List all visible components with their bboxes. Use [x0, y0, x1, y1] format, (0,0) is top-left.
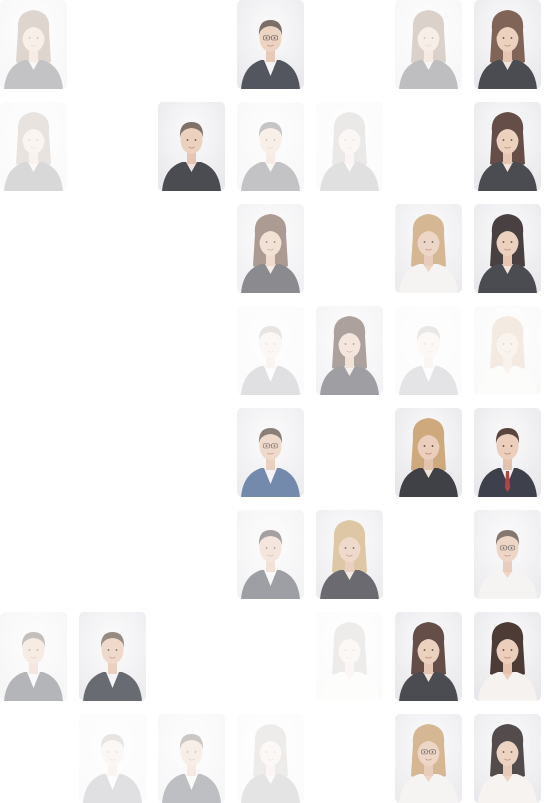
portrait-tile[interactable]: [474, 408, 541, 497]
portrait-tile[interactable]: [316, 612, 383, 701]
portrait-photo: [0, 102, 67, 191]
portrait-photo: [0, 612, 67, 701]
portrait-tile[interactable]: [474, 102, 541, 191]
portrait-tile[interactable]: [395, 714, 462, 803]
portrait-tile[interactable]: [158, 714, 225, 803]
portrait-photo: [474, 510, 541, 599]
portrait-tile[interactable]: [395, 0, 462, 89]
portrait-photo: [316, 510, 383, 599]
portrait-photo: [158, 714, 225, 803]
portrait-tile[interactable]: [316, 102, 383, 191]
portrait-photo: [395, 0, 462, 89]
portrait-tile[interactable]: [237, 510, 304, 599]
portrait-tile[interactable]: [474, 612, 541, 701]
portrait-tile[interactable]: [395, 306, 462, 395]
portrait-tile[interactable]: [237, 306, 304, 395]
portrait-tile[interactable]: [237, 714, 304, 803]
portrait-photo: [474, 0, 541, 89]
portrait-tile[interactable]: [474, 0, 541, 89]
portrait-tile[interactable]: [79, 612, 146, 701]
portrait-photo: [316, 612, 383, 701]
portrait-tile[interactable]: [237, 408, 304, 497]
portrait-photo: [158, 102, 225, 191]
portrait-tile[interactable]: [395, 408, 462, 497]
portrait-photo: [316, 306, 383, 395]
portrait-tile[interactable]: [79, 714, 146, 803]
portrait-photo: [79, 612, 146, 701]
portrait-photo: [474, 612, 541, 701]
portrait-tile[interactable]: [237, 0, 304, 89]
portrait-photo: [474, 306, 541, 395]
portrait-tile[interactable]: [237, 102, 304, 191]
portrait-tile[interactable]: [474, 306, 541, 395]
portrait-photo: [395, 204, 462, 293]
portrait-tile[interactable]: [474, 510, 541, 599]
portrait-tile[interactable]: [0, 612, 67, 701]
portrait-tile[interactable]: [237, 204, 304, 293]
portrait-tile[interactable]: [0, 102, 67, 191]
portrait-tile[interactable]: [316, 510, 383, 599]
portrait-photo: [395, 612, 462, 701]
portrait-photo: [474, 408, 541, 497]
portrait-tile[interactable]: [158, 102, 225, 191]
portrait-photo: [474, 204, 541, 293]
portrait-photo: [0, 0, 67, 89]
portrait-photo: [237, 408, 304, 497]
portrait-photo: [237, 0, 304, 89]
portrait-tile[interactable]: [0, 0, 67, 89]
portrait-photo: [395, 306, 462, 395]
portrait-photo: [79, 714, 146, 803]
portrait-tile[interactable]: [395, 204, 462, 293]
portrait-photo: [395, 408, 462, 497]
portrait-tile[interactable]: [395, 612, 462, 701]
portrait-tile[interactable]: [474, 714, 541, 803]
portrait-photo: [237, 204, 304, 293]
portrait-photo: [237, 102, 304, 191]
portrait-photo: [474, 102, 541, 191]
portrait-photo: [237, 714, 304, 803]
portrait-photo: [316, 102, 383, 191]
portrait-photo: [237, 510, 304, 599]
portrait-photo: [474, 714, 541, 803]
portrait-photo: [395, 714, 462, 803]
portrait-photo: [237, 306, 304, 395]
portrait-tile[interactable]: [474, 204, 541, 293]
portrait-tile[interactable]: [316, 306, 383, 395]
